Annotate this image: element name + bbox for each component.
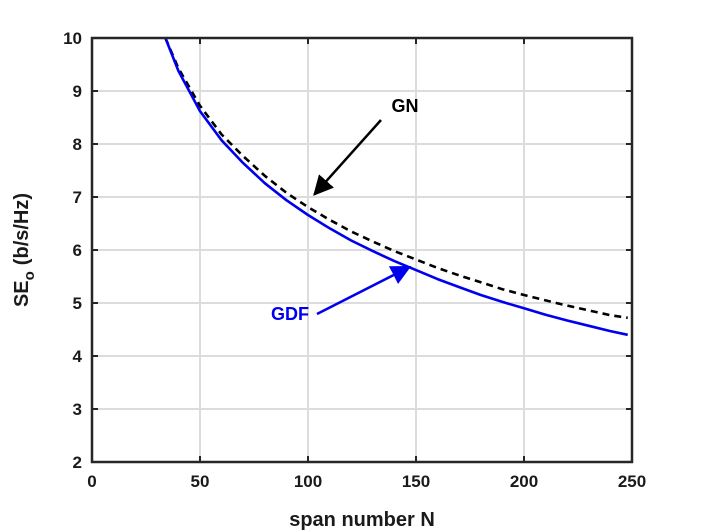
y-tick-label: 8	[73, 135, 82, 154]
y-axis-label-unit: (b/s/Hz)	[11, 193, 33, 265]
y-tick-label: 10	[63, 29, 82, 48]
series-layer	[164, 37, 628, 337]
series-line-gn	[164, 37, 628, 320]
grid-lines	[91, 37, 633, 463]
annotation-arrow-gn	[313, 119, 382, 196]
x-axis-label: span number N	[289, 509, 435, 530]
y-tick-label: 9	[73, 82, 82, 101]
annotations: GN GDF	[271, 96, 419, 324]
x-tick-label: 150	[402, 472, 430, 491]
y-tick-label: 2	[73, 453, 82, 472]
axis-ticks: 0 50 100 150 200 250 2 3 4 5 6 7 8 9 10	[63, 29, 646, 491]
x-tick-label: 250	[618, 472, 646, 491]
y-tick-label: 7	[73, 188, 82, 207]
annotation-label-gdf: GDF	[271, 304, 309, 324]
y-tick-label: 6	[73, 241, 82, 260]
annotation-arrow-gdf	[316, 265, 412, 316]
x-tick-label: 100	[294, 472, 322, 491]
y-axis-label-main: SE	[11, 280, 33, 307]
annotation-label-gn: GN	[392, 96, 419, 116]
x-tick-label: 0	[87, 472, 96, 491]
y-tick-label: 4	[73, 347, 83, 366]
x-tick-label: 50	[191, 472, 210, 491]
y-axis-label: SEo (b/s/Hz)	[11, 193, 38, 307]
y-axis-label-subscript: o	[21, 271, 38, 280]
series-line-gdf	[164, 37, 628, 337]
x-tick-label: 200	[510, 472, 538, 491]
y-tick-label: 5	[73, 294, 82, 313]
y-tick-label: 3	[73, 400, 82, 419]
